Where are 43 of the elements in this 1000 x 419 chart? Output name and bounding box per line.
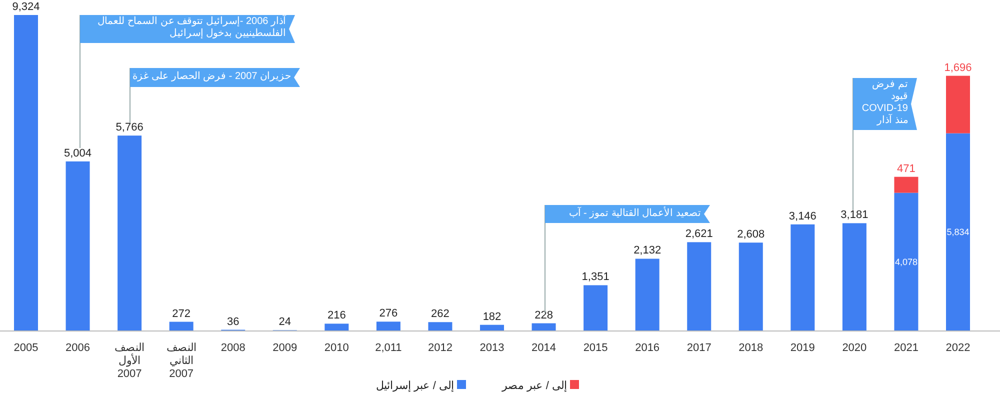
x-tick-label: 2012	[428, 342, 452, 354]
data-label: 4,078	[894, 256, 918, 267]
data-label: 471	[897, 162, 916, 175]
data-label: 9,324	[12, 1, 40, 13]
data-label: 272	[172, 308, 191, 320]
data-label: 228	[534, 309, 553, 322]
x-tick-label: 2019	[790, 342, 815, 354]
data-label: 36	[226, 316, 240, 328]
data-label: 3,181	[840, 209, 868, 222]
data-label: 262	[431, 308, 450, 320]
x-tick-label: 2014	[532, 342, 556, 354]
x-tick-label: 2020	[842, 342, 867, 354]
data-label: 1,351	[582, 271, 610, 284]
x-tick-label: 2008	[220, 342, 246, 354]
data-label: 2,621	[685, 228, 713, 240]
legend-label: إلى / عبر إسرائيل	[376, 380, 454, 392]
data-label: 2,132	[634, 244, 662, 257]
annotation: حزيران 2007 - فرض الحصار على غزة	[132, 70, 292, 84]
data-label: 1,696	[944, 62, 972, 74]
x-tick-label: 2005	[14, 342, 38, 354]
x-tick-label: 2016	[635, 342, 660, 354]
data-label: 216	[327, 310, 346, 322]
x-tick-label: 2,011	[375, 342, 402, 354]
legend-label: إلى / عبر مصر	[500, 380, 567, 392]
data-label: 24	[278, 316, 292, 328]
x-tick-label: 2017	[686, 342, 712, 354]
x-tick-label: 2022	[946, 342, 970, 354]
data-label: 5,004	[64, 147, 92, 160]
data-label: 5,766	[116, 122, 144, 134]
x-tick-label: 2006	[66, 342, 90, 354]
data-label: 3,146	[788, 210, 816, 222]
data-label: 5,834	[946, 227, 970, 238]
x-tick-label: 2018	[738, 342, 764, 354]
data-label: 2,608	[737, 228, 765, 241]
data-label: 276	[379, 308, 398, 320]
annotation: تم فرض قيود COVID-19 منذ آذار	[860, 78, 909, 128]
x-tick-label: 2010	[324, 342, 349, 354]
x-tick-label: 2009	[272, 342, 298, 354]
x-tick-label: 2021	[894, 342, 918, 354]
data-label: 182	[482, 310, 502, 323]
annotation: تصعيد الأعمال القتالية تموز - آب	[568, 206, 702, 221]
x-tick-label: 2013	[480, 342, 504, 354]
x-tick-label: 2015	[583, 342, 608, 354]
